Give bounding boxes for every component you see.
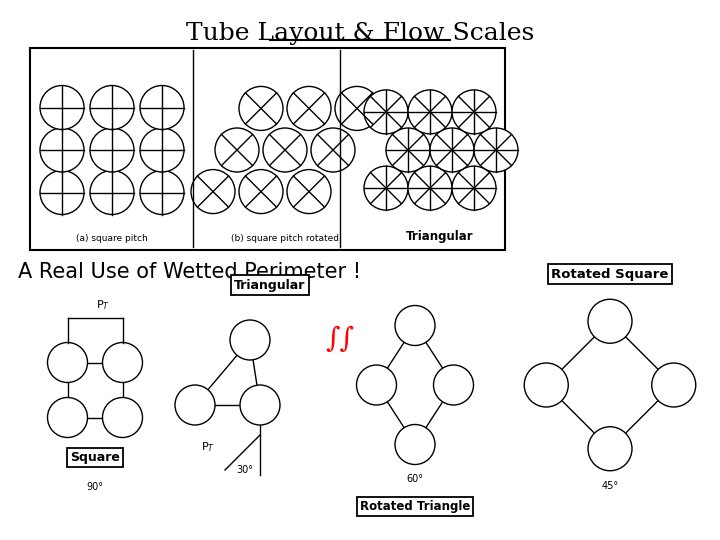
Circle shape: [90, 171, 134, 214]
Circle shape: [239, 170, 283, 213]
Circle shape: [433, 365, 474, 405]
Text: (a) square pitch: (a) square pitch: [76, 234, 148, 243]
Text: Rotated Square: Rotated Square: [552, 268, 669, 281]
Text: Square: Square: [70, 451, 120, 464]
Circle shape: [335, 86, 379, 131]
Circle shape: [408, 90, 452, 134]
Circle shape: [48, 397, 88, 437]
Circle shape: [175, 385, 215, 425]
Circle shape: [140, 85, 184, 130]
Text: 60°: 60°: [407, 475, 423, 484]
Circle shape: [652, 363, 696, 407]
Text: 45°: 45°: [601, 481, 618, 491]
Circle shape: [386, 128, 430, 172]
Circle shape: [140, 128, 184, 172]
Circle shape: [215, 128, 259, 172]
Circle shape: [588, 427, 632, 471]
Circle shape: [588, 299, 632, 343]
Circle shape: [395, 306, 435, 346]
Circle shape: [263, 128, 307, 172]
Circle shape: [230, 320, 270, 360]
Circle shape: [395, 424, 435, 464]
Circle shape: [524, 363, 568, 407]
Circle shape: [364, 166, 408, 210]
Circle shape: [48, 342, 88, 382]
Circle shape: [474, 128, 518, 172]
Circle shape: [191, 170, 235, 213]
Circle shape: [90, 85, 134, 130]
Circle shape: [430, 128, 474, 172]
Circle shape: [40, 85, 84, 130]
Circle shape: [40, 171, 84, 214]
Text: (b) square pitch rotated: (b) square pitch rotated: [231, 234, 339, 243]
Text: 30°: 30°: [236, 465, 253, 475]
Circle shape: [90, 128, 134, 172]
Text: P$_T$: P$_T$: [201, 440, 215, 454]
Circle shape: [364, 90, 408, 134]
Circle shape: [287, 86, 331, 131]
Circle shape: [311, 128, 355, 172]
Circle shape: [452, 90, 496, 134]
Text: A Real Use of Wetted Perimeter !: A Real Use of Wetted Perimeter !: [18, 262, 361, 282]
Text: P$_T$: P$_T$: [96, 299, 110, 313]
Circle shape: [40, 128, 84, 172]
Text: Tube Layout & Flow Scales: Tube Layout & Flow Scales: [186, 22, 534, 45]
Circle shape: [408, 166, 452, 210]
Circle shape: [240, 385, 280, 425]
Circle shape: [239, 86, 283, 131]
Circle shape: [140, 171, 184, 214]
Circle shape: [287, 170, 331, 213]
Text: ∫∫: ∫∫: [325, 327, 354, 354]
Circle shape: [102, 342, 143, 382]
Text: Triangular: Triangular: [406, 230, 474, 243]
Circle shape: [452, 166, 496, 210]
Text: Rotated Triangle: Rotated Triangle: [360, 500, 470, 513]
Text: Triangular: Triangular: [234, 279, 306, 292]
FancyBboxPatch shape: [30, 48, 505, 250]
Text: 90°: 90°: [86, 483, 104, 492]
Circle shape: [102, 397, 143, 437]
Circle shape: [356, 365, 397, 405]
